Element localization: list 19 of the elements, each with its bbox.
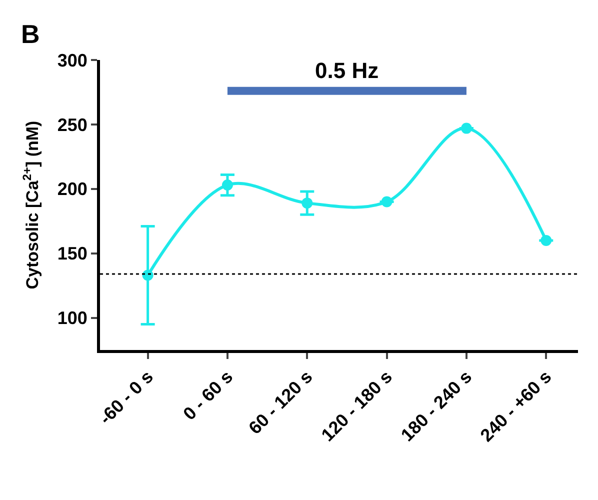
point xyxy=(381,196,392,208)
y-tick-label: 100 xyxy=(57,308,88,328)
x-tick-label: 240 - +60 s xyxy=(476,366,556,446)
x-tick-label: 60 - 120 s xyxy=(244,366,316,438)
x-tick-label: 120 - 180 s xyxy=(317,366,396,446)
text: B xyxy=(21,19,40,49)
point xyxy=(222,180,233,191)
x-tick-label: 180 - 240 s xyxy=(397,366,476,446)
point xyxy=(540,234,552,246)
y-tick-label: 200 xyxy=(57,179,88,200)
y-tick-label: 300 xyxy=(57,50,88,70)
point xyxy=(460,122,472,134)
point xyxy=(302,198,313,209)
x-tick-label: 0 - 60 s xyxy=(179,366,237,424)
x-tick-label: -60 - 0 s xyxy=(95,366,157,428)
y-tick-label: 150 xyxy=(57,244,88,264)
y-tick-label: 250 xyxy=(57,114,88,135)
series-label: 0.5 Hz xyxy=(315,58,379,83)
point xyxy=(142,270,154,281)
